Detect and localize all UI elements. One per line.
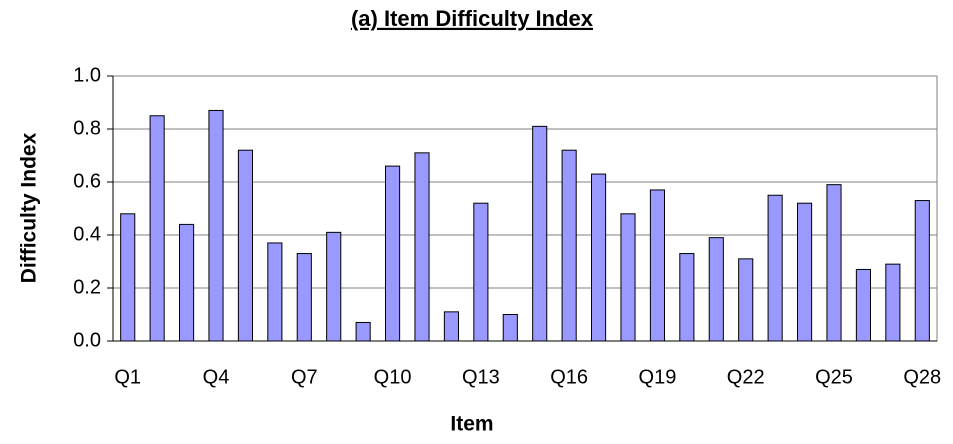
y-tick-label: 0.4 <box>73 223 101 245</box>
x-tick-label: Q1 <box>114 366 141 388</box>
y-axis-title: Difficulty Index <box>18 132 41 283</box>
bar <box>120 213 136 342</box>
bar <box>237 149 253 342</box>
bar <box>149 115 165 342</box>
bar <box>532 125 548 342</box>
chart-title: (a) Item Difficulty Index <box>351 6 594 31</box>
bar <box>797 202 813 342</box>
bar <box>914 200 930 342</box>
bar <box>502 314 518 342</box>
x-tick-label: Q16 <box>550 366 588 388</box>
bar <box>855 268 871 342</box>
bar <box>473 202 489 342</box>
y-tick-label: 1.0 <box>73 64 101 86</box>
bar <box>708 237 724 342</box>
bar <box>767 194 783 342</box>
bar <box>679 253 695 342</box>
y-tick-label: 0.8 <box>73 117 101 139</box>
bar <box>355 321 371 342</box>
bar <box>591 173 607 342</box>
x-tick-label: Q25 <box>815 366 853 388</box>
bar <box>414 152 430 342</box>
bar <box>738 258 754 342</box>
plot-area <box>112 75 938 342</box>
bar <box>326 231 342 342</box>
bar <box>385 165 401 342</box>
bar <box>443 311 459 342</box>
bar <box>296 253 312 342</box>
x-tick-label: Q13 <box>462 366 500 388</box>
bar <box>267 242 283 342</box>
x-tick-label: Q10 <box>374 366 412 388</box>
bar <box>649 189 665 342</box>
y-tick-label: 0.6 <box>73 170 101 192</box>
bar <box>561 149 577 342</box>
x-tick-label: Q7 <box>291 366 318 388</box>
bar <box>620 213 636 342</box>
bar <box>826 184 842 342</box>
x-tick-label: Q19 <box>639 366 677 388</box>
x-tick-label: Q28 <box>903 366 941 388</box>
x-tick-label: Q22 <box>727 366 765 388</box>
y-tick-label: 0.2 <box>73 276 101 298</box>
x-tick-label: Q4 <box>203 366 230 388</box>
y-tick-label: 0.0 <box>73 329 101 351</box>
bar <box>885 263 901 342</box>
bar <box>208 109 224 342</box>
bar <box>179 223 195 342</box>
x-axis-title: Item <box>450 413 493 436</box>
